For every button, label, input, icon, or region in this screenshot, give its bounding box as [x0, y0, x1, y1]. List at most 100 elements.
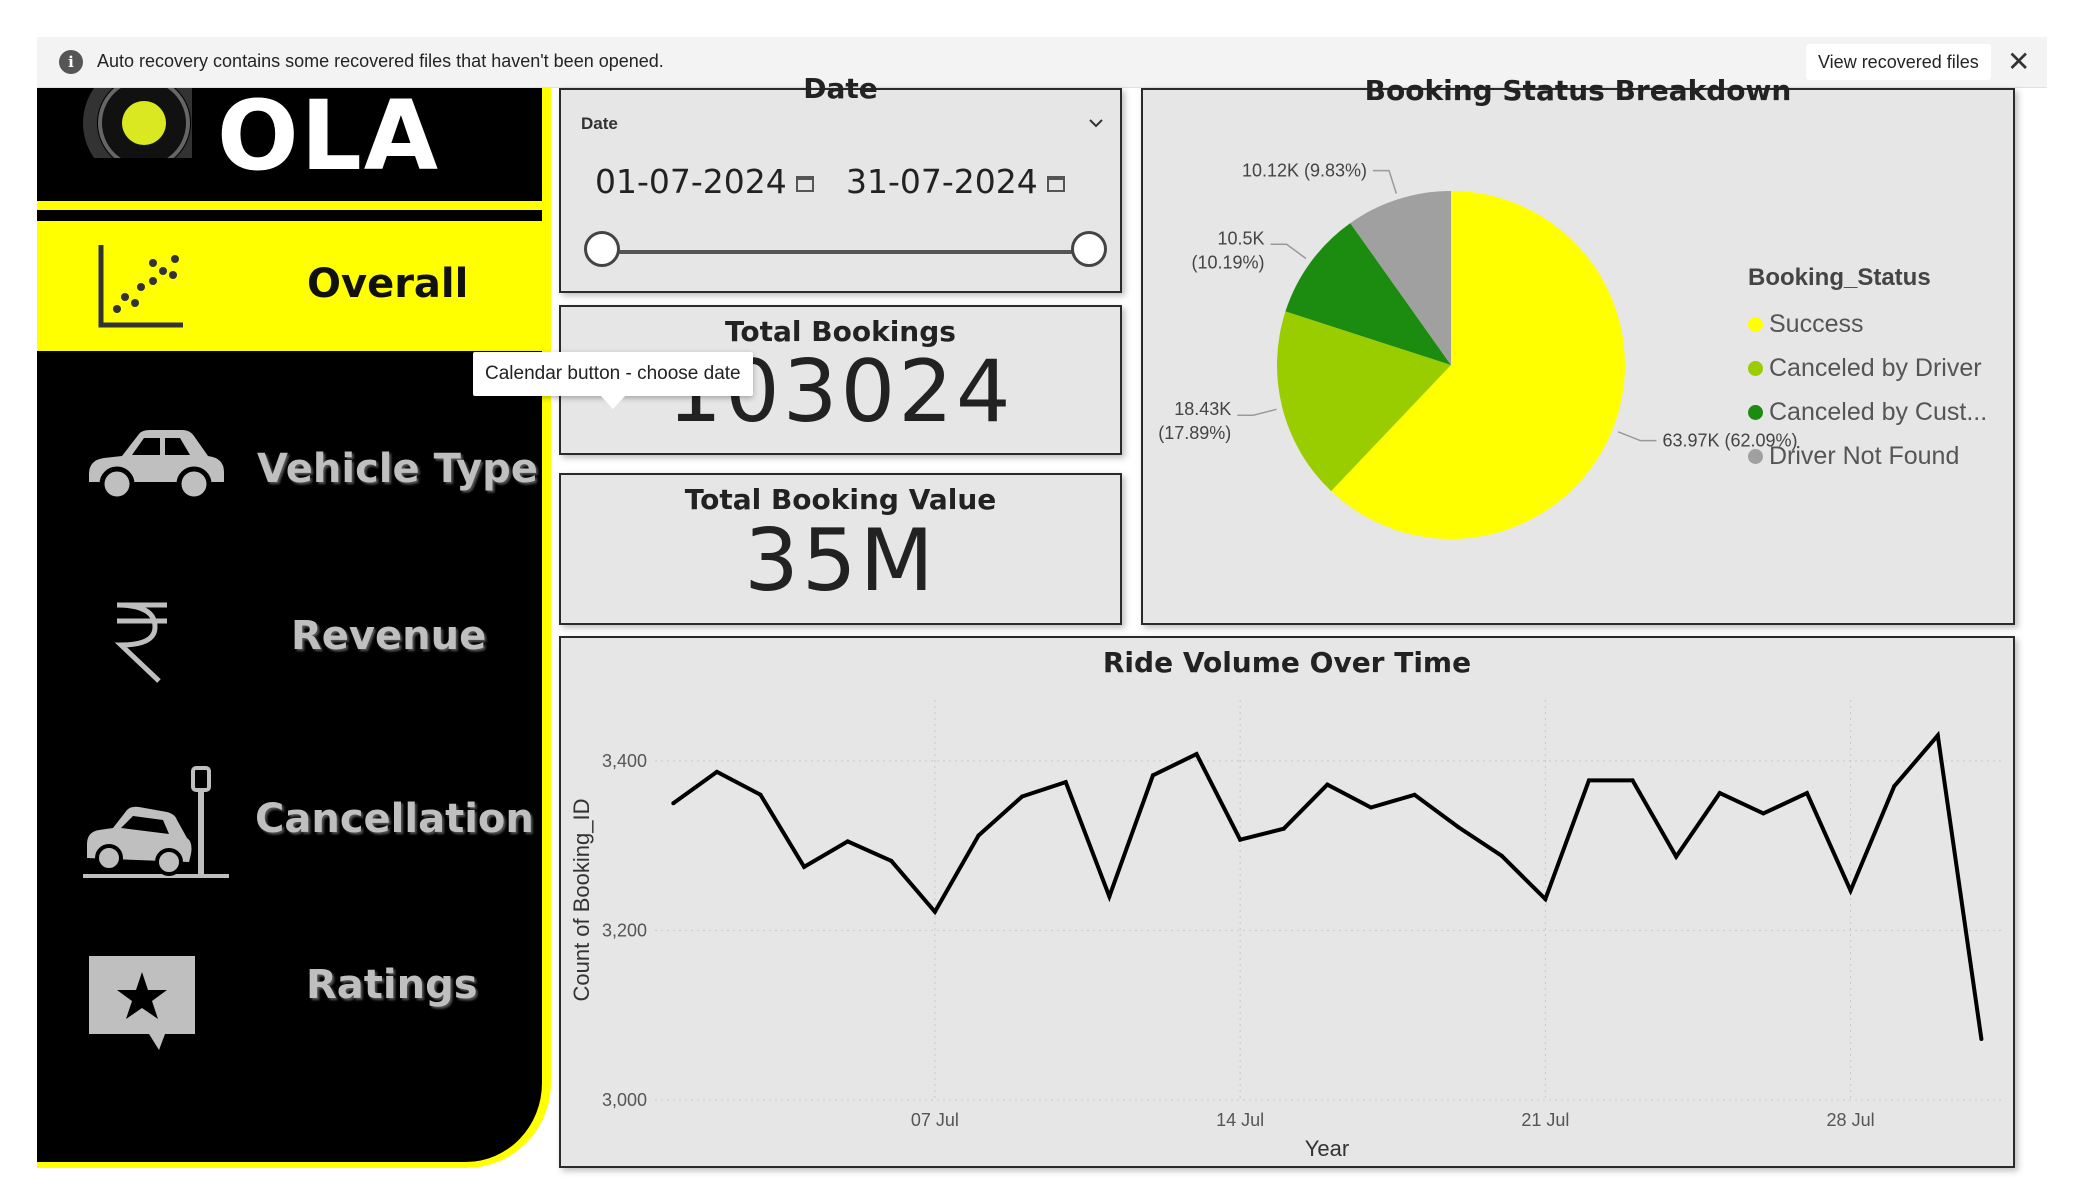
data-point[interactable] [1804, 791, 1809, 796]
view-recovered-files-button[interactable]: View recovered files [1806, 44, 1991, 80]
ride-volume-series-line [672, 730, 1984, 1040]
nav-label-overall: Overall [307, 261, 469, 307]
data-point[interactable] [1499, 853, 1504, 858]
data-point[interactable] [1630, 778, 1635, 783]
x-tick-label: 14 Jul [1216, 1110, 1264, 1130]
nav-item-cancellation[interactable]: Cancellation [37, 756, 542, 886]
nav-item-revenue[interactable]: Revenue [37, 583, 542, 713]
data-point[interactable] [1456, 825, 1461, 829]
car-icon [89, 430, 224, 502]
data-point[interactable] [1674, 854, 1679, 859]
logo-text: OLA [217, 88, 441, 192]
x-tick-label: 28 Jul [1827, 1110, 1875, 1130]
pie-leader-line [1373, 169, 1398, 194]
date-range-track [606, 250, 1080, 254]
data-point[interactable] [1020, 794, 1025, 799]
recovery-notification-bar: i Auto recovery contains some recovered … [37, 37, 2047, 88]
legend-item-canceled-by-driver[interactable]: Canceled by Driver [1748, 346, 1987, 390]
tooltip-arrow [600, 395, 626, 409]
total-booking-value-value: 35M [744, 511, 937, 611]
data-point[interactable] [932, 909, 937, 914]
y-tick-label: 3,400 [602, 751, 647, 771]
y-axis-title: Count of Booking_ID [569, 798, 594, 1001]
data-point[interactable] [1412, 792, 1417, 797]
data-point[interactable] [1717, 791, 1722, 796]
data-point[interactable] [1979, 1036, 1984, 1041]
data-point[interactable] [1368, 805, 1373, 810]
notification-message: Auto recovery contains some recovered fi… [97, 51, 664, 71]
logo-divider [37, 201, 542, 210]
sidebar-navigation: OLA Overall Vehicle Type Revenue [37, 88, 551, 1168]
start-range-handle[interactable] [584, 231, 620, 267]
booking-status-pie-chart: 63.97K (62.09%) 18.43K (17.89%) 10.5K (10.19… [1158, 161, 1798, 539]
pie-data-label: 10.12K (9.83%) [1242, 161, 1367, 181]
legend-label: Canceled by Driver [1769, 353, 1982, 382]
data-point[interactable] [1325, 782, 1330, 787]
legend-swatch [1748, 316, 1763, 332]
date-slicer-title: Date [803, 72, 878, 105]
data-point[interactable] [802, 864, 807, 869]
legend-item-canceled-by-customer[interactable]: Canceled by Cust... [1748, 390, 1987, 434]
pie-leader-line [1237, 408, 1277, 416]
end-calendar-icon[interactable] [1047, 176, 1065, 192]
rupee-icon [114, 602, 167, 683]
line-chart-title: Ride Volume Over Time [1102, 646, 1472, 679]
data-point[interactable] [1107, 894, 1112, 899]
nav-item-ratings[interactable]: Ratings [37, 954, 542, 1084]
pie-legend-title: Booking_Status [1748, 264, 1931, 291]
total-booking-value-title: Total Booking Value [684, 483, 997, 516]
start-calendar-icon[interactable] [796, 176, 814, 192]
chevron-down-icon[interactable] [1088, 118, 1104, 128]
data-point[interactable] [1892, 784, 1897, 789]
legend-swatch [1748, 448, 1763, 464]
data-point[interactable] [889, 858, 894, 863]
total-booking-value-card: Total Booking Value 35M [559, 473, 1122, 625]
info-icon: i [59, 50, 83, 74]
data-point[interactable] [845, 839, 850, 844]
data-point[interactable] [1848, 888, 1853, 893]
data-point[interactable] [1586, 778, 1591, 783]
data-point[interactable] [976, 833, 981, 838]
legend-label: Driver Not Found [1769, 441, 1960, 470]
nav-label-ratings: Ratings [306, 962, 478, 1008]
nav-label-revenue: Revenue [291, 613, 487, 659]
car-crash-icon [83, 766, 229, 878]
y-tick-label: 3,000 [602, 1090, 647, 1110]
data-point[interactable] [1194, 752, 1199, 757]
legend-label: Success [1769, 309, 1864, 338]
nav-item-overall[interactable]: Overall [37, 221, 542, 351]
data-point[interactable] [671, 801, 676, 806]
pie-data-label: 10.5K (10.19%) [1192, 228, 1265, 272]
pie-slice-success[interactable] [1331, 191, 1625, 539]
pie-slice-canceled-by-customer[interactable] [1285, 223, 1451, 365]
data-point[interactable] [1935, 733, 1940, 738]
pie-slice-canceled-by-driver[interactable] [1277, 311, 1451, 492]
legend-label: Canceled by Cust... [1769, 397, 1988, 426]
data-point[interactable] [1063, 780, 1068, 785]
star-message-icon [89, 956, 195, 1050]
pie-slice-driver-not-found[interactable] [1350, 191, 1451, 365]
pie-legend: Success Canceled by Driver Canceled by Cus… [1748, 302, 1987, 478]
data-point[interactable] [1150, 773, 1155, 778]
ride-volume-card: Ride Volume Over Time 07 Jul 14 Jul 21 Jul… [559, 636, 2015, 1168]
end-range-handle[interactable] [1071, 231, 1107, 267]
nav-item-vehicle-type[interactable]: Vehicle Type [37, 406, 542, 536]
data-point[interactable] [714, 769, 719, 774]
data-point[interactable] [758, 792, 763, 797]
calendar-tooltip: Calendar button - choose date [473, 352, 753, 396]
start-date-input[interactable]: 01-07-2024 [595, 162, 787, 201]
end-date-input[interactable]: 31-07-2024 [846, 162, 1038, 201]
data-point[interactable] [1281, 826, 1286, 831]
data-point[interactable] [1543, 897, 1548, 902]
close-icon[interactable]: ✕ [2007, 46, 2031, 77]
ride-volume-line-chart: 07 Jul 14 Jul 21 Jul 28 Jul 3,000 3,200 3,400 Y… [569, 700, 2001, 1161]
total-bookings-title: Total Bookings [725, 315, 956, 348]
nav-label-cancellation: Cancellation [255, 796, 534, 842]
date-field-label: Date [581, 114, 618, 133]
data-point[interactable] [1761, 811, 1766, 816]
nav-label-vehicle-type: Vehicle Type [257, 446, 538, 492]
legend-item-driver-not-found[interactable]: Driver Not Found [1748, 434, 1987, 478]
data-point[interactable] [1238, 837, 1243, 842]
pie-data-label: 63.97K (62.09%) [1662, 431, 1797, 451]
legend-item-success[interactable]: Success [1748, 302, 1987, 346]
